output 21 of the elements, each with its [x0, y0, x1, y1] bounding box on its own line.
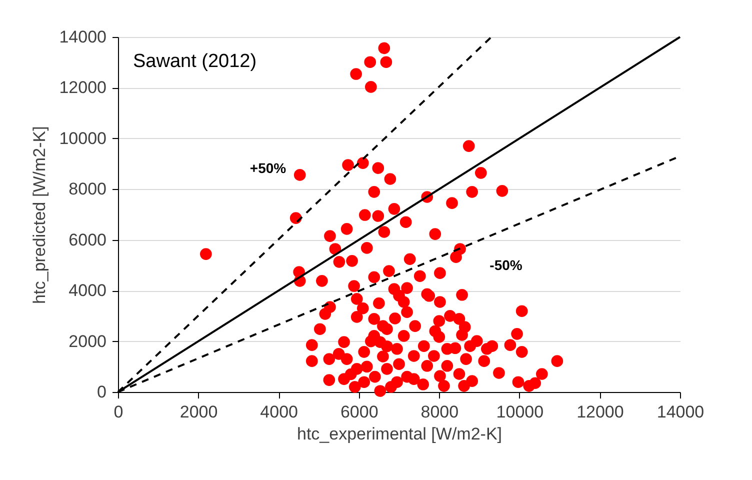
y-tick-label: 14000 [59, 28, 106, 46]
x-tick-label: 14000 [656, 402, 704, 422]
y-tick-label: 4000 [68, 281, 106, 300]
y-tick-label: 12000 [59, 78, 106, 98]
x-tick-label: 0 [114, 402, 124, 422]
x-tick-label: 4000 [260, 402, 298, 422]
x-tick-label: 6000 [340, 402, 378, 422]
y-tick-label: 0 [97, 382, 106, 402]
y-tick-label: 8000 [68, 180, 106, 199]
y-tick-label: 10000 [59, 128, 106, 148]
x-tick-label: 2000 [180, 402, 218, 422]
annotation: Sawant (2012) [133, 51, 257, 72]
x-tick-label: 10000 [496, 402, 544, 422]
x-tick-label: 12000 [576, 402, 624, 422]
x-axis-title: htc_experimental [W/m2-K] [296, 424, 502, 444]
y-tick-label: 2000 [68, 332, 106, 351]
annotation: +50% [250, 160, 287, 176]
x-tick-label: 8000 [420, 402, 459, 422]
y-axis-title: htc_predicted [W/m2-K] [30, 126, 50, 304]
y-tick-label: 6000 [68, 230, 106, 250]
annotation: -50% [490, 257, 523, 273]
